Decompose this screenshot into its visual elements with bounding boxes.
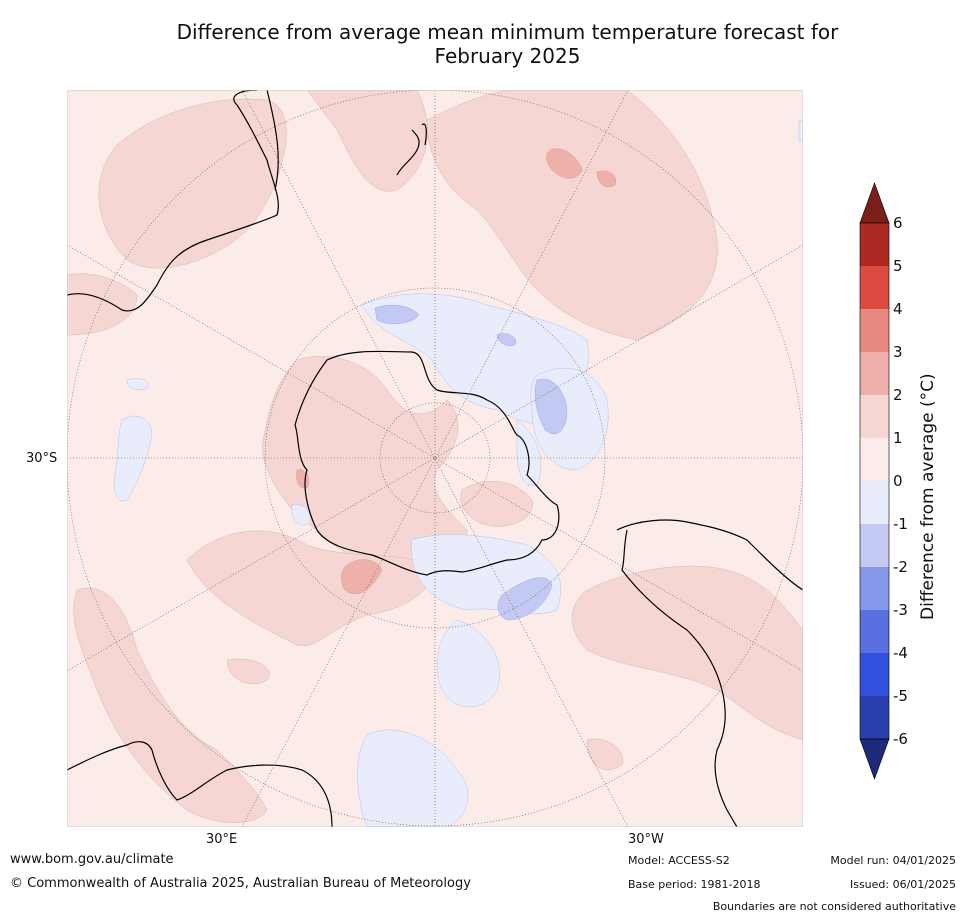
colorbar-bin	[860, 223, 889, 266]
anomaly-2-to-3-regions	[296, 148, 617, 595]
colorbar-bin	[860, 438, 889, 481]
anomaly-minus1-to-0-regions	[113, 119, 803, 827]
title-line-2: February 2025	[434, 44, 581, 68]
colorbar-bin	[860, 653, 889, 696]
coastlines	[67, 90, 803, 827]
model-run-text: Model run: 04/01/2025	[830, 854, 956, 867]
colorbar-over-arrow	[859, 182, 890, 224]
colorbar-tick-label: -5	[893, 687, 908, 705]
colorbar-tick-label: -1	[893, 515, 908, 533]
colorbar-tick-label: -2	[893, 558, 908, 576]
colorbar-tick-label: -4	[893, 644, 908, 662]
colorbar-under-arrow	[859, 738, 890, 780]
forecast-map	[67, 90, 803, 827]
boundaries-disclaimer: Boundaries are not considered authoritat…	[712, 900, 956, 913]
colorbar-bin	[860, 524, 889, 567]
website-url: www.bom.gov.au/climate	[10, 852, 174, 867]
copyright-text: © Commonwealth of Australia 2025, Austra…	[10, 876, 471, 891]
issued-text: Issued: 06/01/2025	[849, 878, 956, 891]
colorbar-label: Difference from average (°C)	[918, 373, 938, 620]
colorbar-tick-label: -6	[893, 730, 908, 748]
colorbar-tick-label: 4	[893, 300, 903, 318]
colorbar-frame	[859, 222, 890, 740]
longitude-label-30w: 30°W	[628, 832, 664, 847]
colorbar-bin	[860, 352, 889, 395]
colorbar-tick-label: 3	[893, 343, 903, 361]
colorbar-tick-label: 5	[893, 257, 903, 275]
colorbar-bin	[860, 266, 889, 309]
title-line-1: Difference from average mean minimum tem…	[176, 20, 839, 44]
colorbar-bin	[860, 309, 889, 352]
colorbar-bin	[860, 481, 889, 524]
map-title: Difference from average mean minimum tem…	[60, 20, 955, 68]
colorbar-bin	[860, 696, 889, 739]
colorbar-bin	[860, 567, 889, 610]
base-period-text: Base period: 1981-2018	[628, 878, 761, 891]
colorbar-tick-label: 0	[893, 472, 903, 490]
colorbar-bin	[860, 395, 889, 438]
colorbar	[859, 182, 890, 780]
anomaly-minus2-to-minus1-regions	[374, 304, 568, 621]
graticule	[67, 90, 803, 827]
latitude-label: 30°S	[26, 451, 58, 466]
colorbar-tick-label: 2	[893, 386, 903, 404]
colorbar-tick-label: -3	[893, 601, 908, 619]
longitude-label-30e: 30°E	[206, 832, 238, 847]
model-text: Model: ACCESS-S2	[628, 854, 730, 867]
colorbar-tick-label: 6	[893, 214, 903, 232]
anomaly-1-to-2-regions	[67, 90, 803, 823]
colorbar-tick-label: 1	[893, 429, 903, 447]
colorbar-bin	[860, 610, 889, 653]
